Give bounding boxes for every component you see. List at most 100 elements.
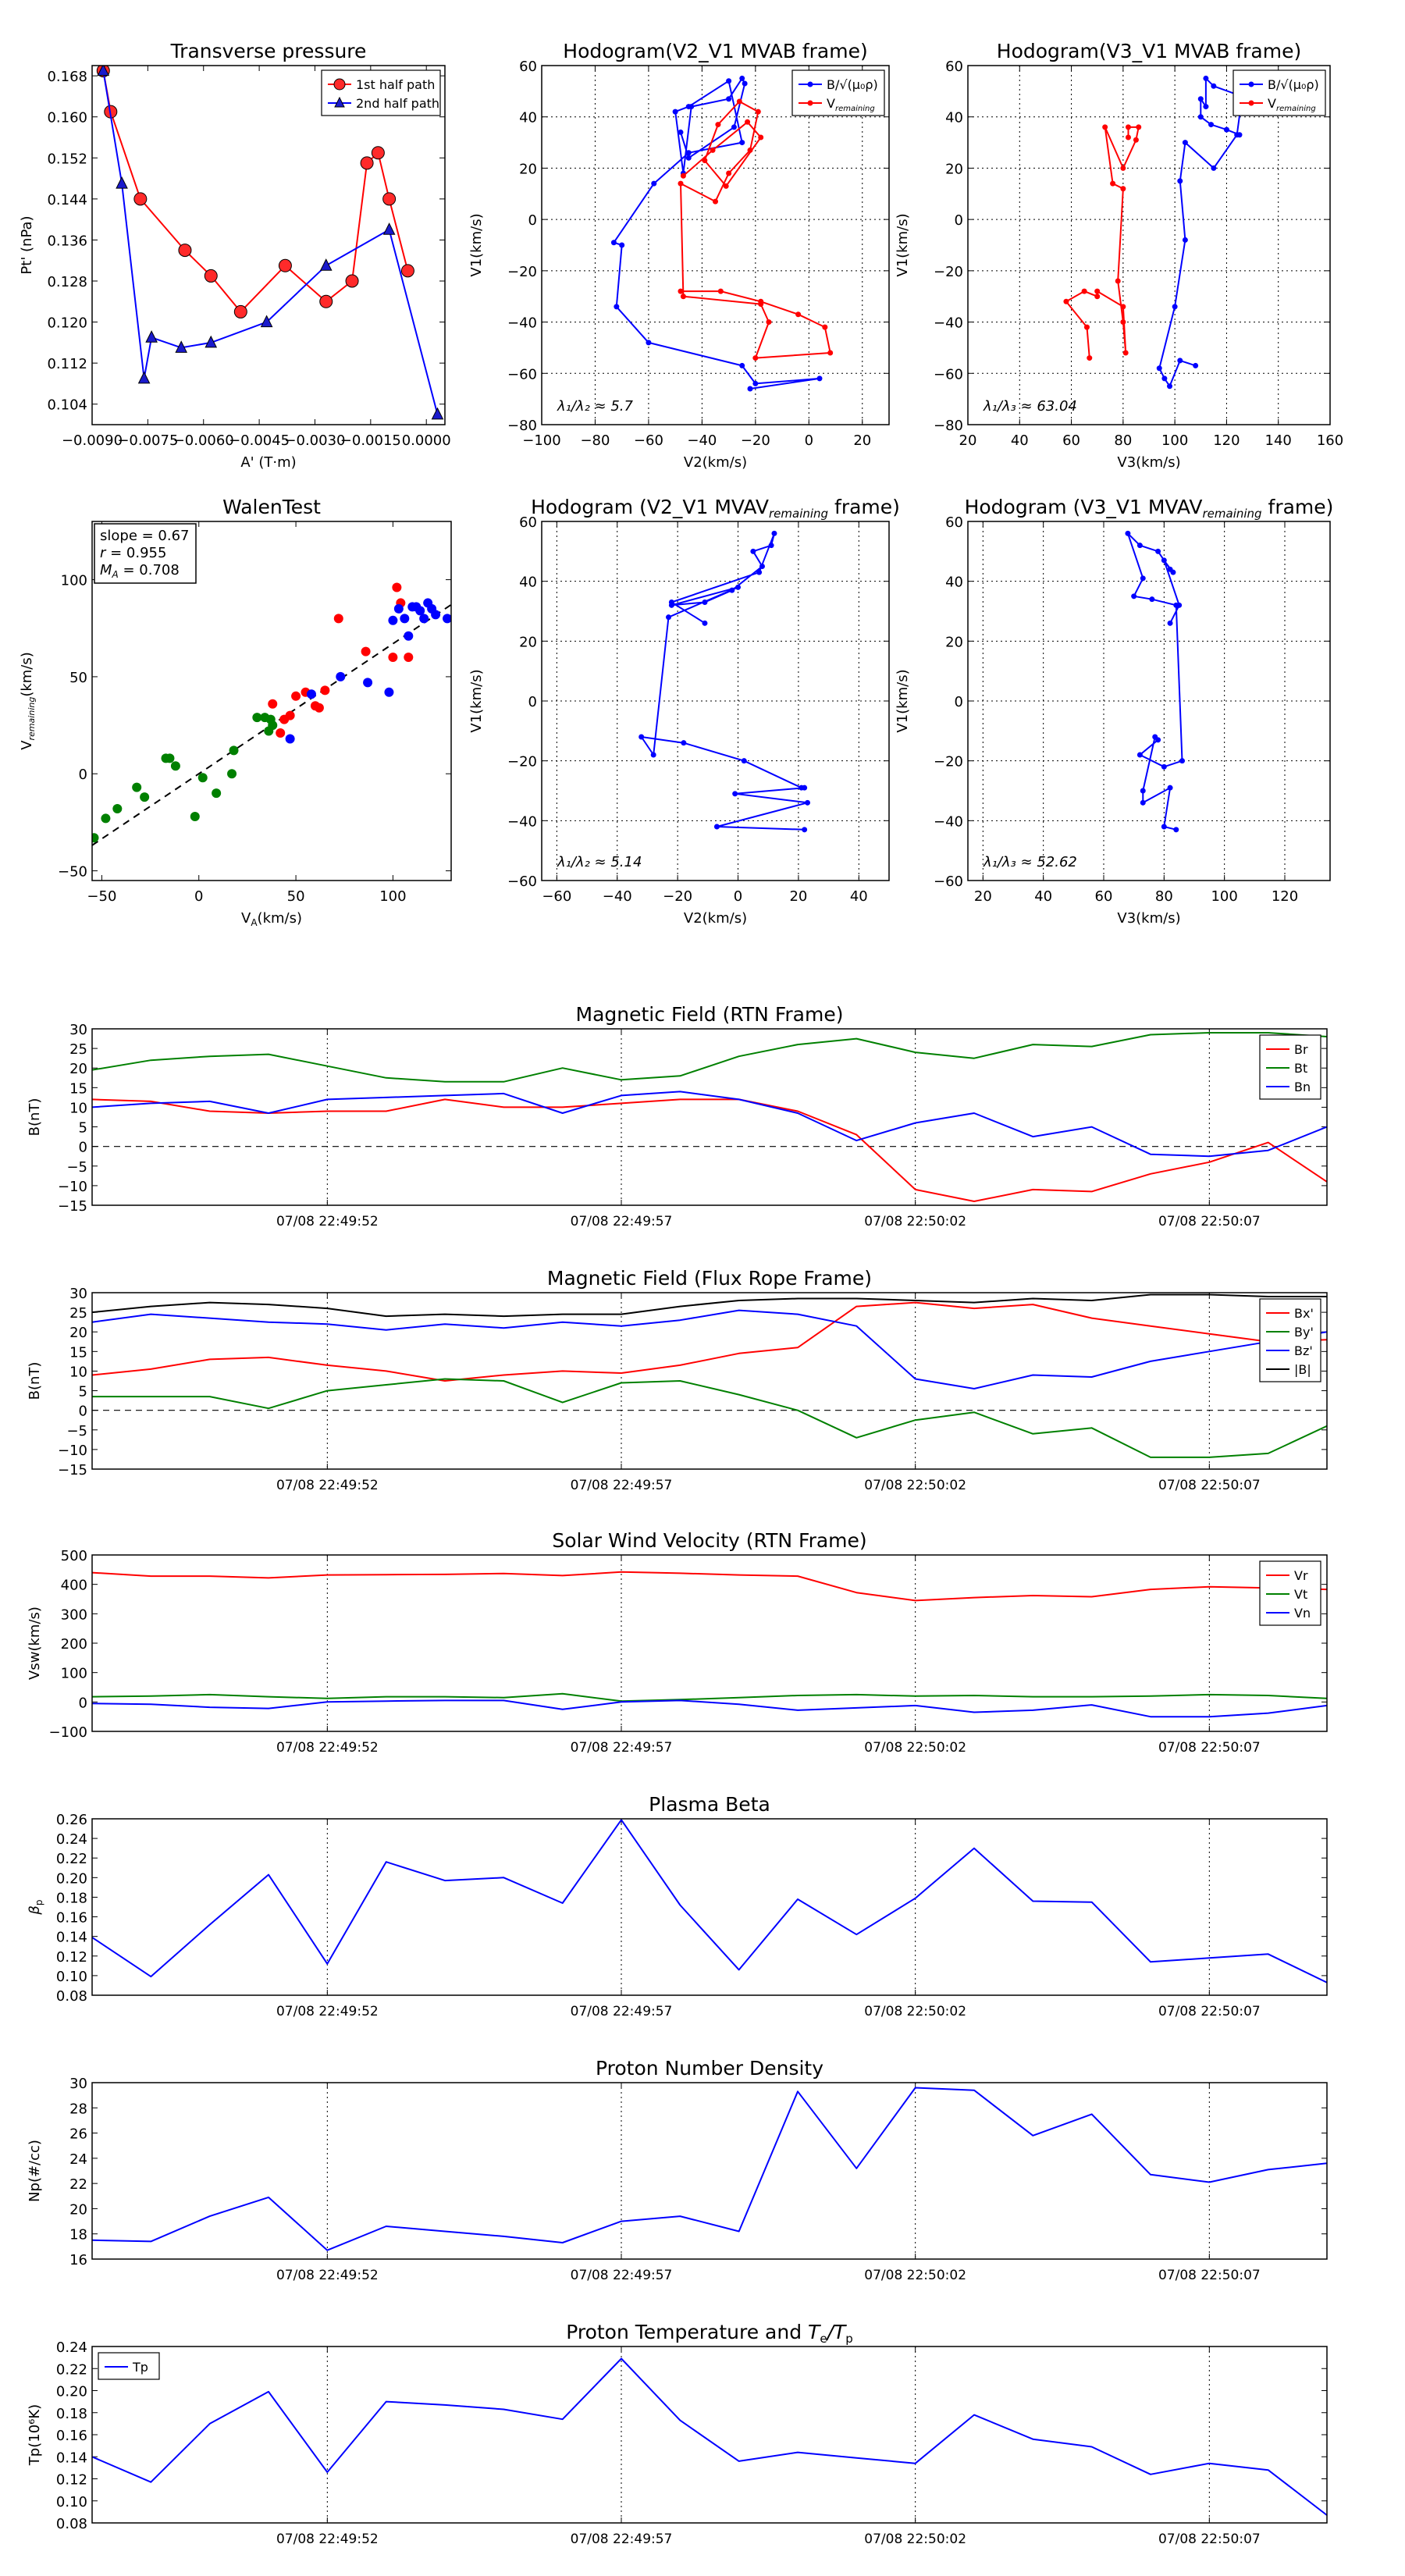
chart-proton_temperature: Proton Temperature and Te/Tp 0.08 0.10 0.12… xyxy=(27,2321,1328,2547)
data-point xyxy=(112,804,123,813)
data-point xyxy=(1223,126,1229,133)
data-point xyxy=(319,258,333,271)
data-point xyxy=(736,98,742,105)
data-point xyxy=(97,66,110,76)
chart-title: Transverse pressure xyxy=(170,40,367,62)
data-point xyxy=(702,158,708,164)
data-point xyxy=(1203,104,1209,110)
y-tick-label: 30 xyxy=(69,1286,87,1302)
plot-frame xyxy=(91,1818,1328,1996)
x-tick-label: 07/08 22:49:57 xyxy=(571,1478,673,1493)
y-tick-label: 400 xyxy=(61,1578,87,1594)
y-tick-label: 100 xyxy=(61,573,87,589)
eigen-ratio-label: λ₁/λ₃ ≈ 52.62 xyxy=(983,854,1077,870)
data-point xyxy=(756,569,763,575)
y-tick-label: 0.22 xyxy=(56,2361,87,2378)
data-point xyxy=(306,689,316,699)
data-point xyxy=(1122,350,1129,356)
y-tick-label: −80 xyxy=(507,418,537,434)
plot-frame xyxy=(91,1292,1328,1470)
legend-label: Vr xyxy=(1294,1568,1308,1583)
y-tick-label: 20 xyxy=(69,1325,87,1341)
x-tick-label: 20 xyxy=(959,432,977,449)
data-point xyxy=(382,222,396,235)
y-tick-label: −5 xyxy=(66,1423,87,1439)
legend-marker xyxy=(1248,100,1254,106)
chart-hodogram_v2_v1_mvav: Hodogram (V2_V1 MVAVremaining frame)−60−… xyxy=(468,496,900,927)
eigen-ratio-label: λ₁/λ₃ ≈ 63.04 xyxy=(983,398,1077,415)
x-tick-label: 07/08 22:49:57 xyxy=(571,2268,673,2283)
x-tick-label: 07/08 22:50:02 xyxy=(864,1740,966,1756)
legend-label: Vremaining xyxy=(1268,96,1316,113)
y-axis-label: βp xyxy=(27,1899,44,1915)
y-tick-label: −60 xyxy=(507,366,537,382)
data-point xyxy=(1063,298,1069,304)
data-point xyxy=(314,703,324,713)
data-point xyxy=(1102,124,1108,130)
x-axis-label: V3(km/s) xyxy=(1117,454,1180,471)
x-tick-label: 0 xyxy=(194,888,203,905)
data-point xyxy=(227,769,237,779)
data-point xyxy=(1083,324,1090,330)
chart-hodogram_v2_v1_mvab: Hodogram(V2_V1 MVAB frame) −80 −60 −40 −20 0 2… xyxy=(468,40,890,471)
data-point xyxy=(802,827,808,833)
data-point xyxy=(205,335,218,348)
y-tick-label: 60 xyxy=(945,59,963,75)
y-tick-label: 40 xyxy=(945,575,963,591)
y-tick-label: 5 xyxy=(79,1384,87,1400)
data-point xyxy=(816,375,823,382)
x-tick-label: 100 xyxy=(379,888,406,905)
y-tick-label: 0.20 xyxy=(56,2384,87,2400)
y-tick-label: −40 xyxy=(934,315,963,332)
legend-label: Vremaining xyxy=(827,96,875,113)
chart-title: Proton Number Density xyxy=(596,2057,823,2080)
legend-marker xyxy=(334,96,345,108)
data-point xyxy=(759,564,765,569)
data-point xyxy=(404,653,414,663)
data-point xyxy=(680,294,686,300)
y-tick-label: 0.14 xyxy=(56,1930,87,1946)
y-axis-label: V1(km/s) xyxy=(468,669,485,732)
x-tick-label: 07/08 22:49:52 xyxy=(276,2004,379,2019)
x-tick-label: 120 xyxy=(1272,888,1298,905)
y-tick-label: 0.24 xyxy=(56,1831,87,1848)
chart-proton_density: Proton Number Density 16 18 20 22 24 26 28 30 07/… xyxy=(27,2057,1328,2283)
data-point xyxy=(319,294,333,308)
data-point xyxy=(614,304,620,310)
y-tick-label: 15 xyxy=(69,1080,87,1097)
data-point xyxy=(1136,124,1142,130)
x-tick-label: −20 xyxy=(741,432,770,449)
x-tick-label: 07/08 22:50:02 xyxy=(864,2268,966,2283)
data-point xyxy=(1136,752,1143,758)
data-point xyxy=(1140,575,1146,582)
data-point xyxy=(1155,548,1161,554)
data-point xyxy=(685,155,692,161)
plot-area xyxy=(92,1819,1327,1984)
legend-label: Tp xyxy=(132,2360,148,2375)
data-point xyxy=(1170,569,1176,575)
eigen-ratio-label: λ₁/λ₂ ≈ 5.7 xyxy=(557,398,634,415)
y-tick-label: 30 xyxy=(69,2076,87,2092)
legend-marker xyxy=(807,100,813,106)
plot-frame xyxy=(967,65,1331,425)
y-tick-label: −80 xyxy=(934,418,963,434)
x-tick-label: 40 xyxy=(850,888,868,905)
data-point xyxy=(285,710,295,720)
data-point xyxy=(799,785,805,791)
y-tick-label: 0.16 xyxy=(56,2428,87,2444)
x-tick-label: 100 xyxy=(1161,432,1188,449)
data-point xyxy=(92,833,99,843)
chart-title: WalenTest xyxy=(222,496,321,518)
plot-frame xyxy=(967,521,1331,881)
data-point xyxy=(233,304,247,318)
x-tick-label: 40 xyxy=(1011,432,1029,449)
y-tick-label: −20 xyxy=(934,264,963,280)
plot-area xyxy=(92,2087,1327,2251)
data-point xyxy=(702,600,708,605)
data-point xyxy=(1120,304,1126,310)
x-axis-label: A' (T·m) xyxy=(240,454,296,471)
y-tick-label: 50 xyxy=(69,670,87,686)
data-point xyxy=(320,685,330,696)
y-tick-label: −15 xyxy=(58,1462,87,1478)
y-tick-label: 30 xyxy=(69,1022,87,1038)
